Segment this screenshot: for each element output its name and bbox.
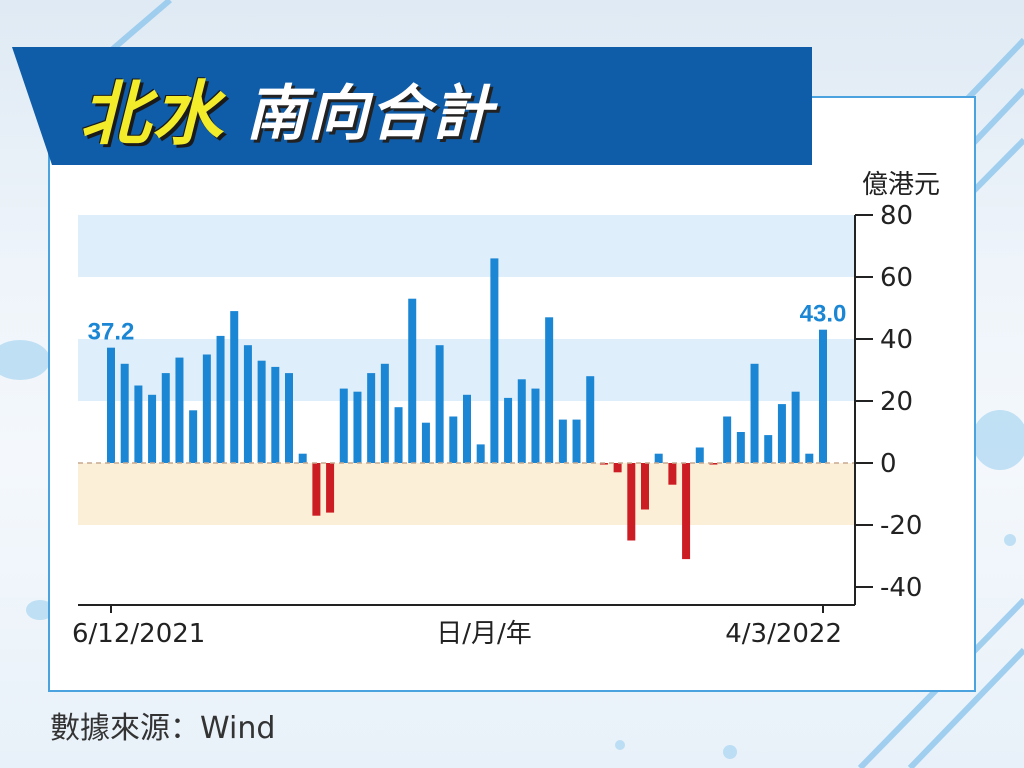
chart-band-0 <box>78 215 855 277</box>
bar-30 <box>517 379 526 463</box>
data-source: 數據來源：Wind <box>50 711 276 746</box>
bar-31 <box>531 388 540 463</box>
chart-band-1 <box>78 339 855 401</box>
bar-36 <box>599 463 608 465</box>
bar-11 <box>257 360 266 463</box>
bar-44 <box>709 463 718 465</box>
bar-17 <box>339 388 348 463</box>
bar-19 <box>367 373 376 463</box>
title-rest: 南向合計 <box>246 78 494 149</box>
bar-9 <box>230 311 239 463</box>
bar-27 <box>476 444 485 463</box>
chart-bars <box>107 258 827 560</box>
bar-32 <box>545 317 554 463</box>
bar-28 <box>490 258 499 463</box>
bar-41 <box>668 463 677 485</box>
chart-band-2 <box>78 463 855 525</box>
bar-24 <box>435 345 444 463</box>
chart-labels: 6/12/2021 4/3/2022 日/月/年 37.2 43.0 <box>72 301 846 649</box>
y-axis-unit: 億港元 <box>862 170 941 200</box>
bar-50 <box>791 391 800 463</box>
bar-49 <box>777 404 786 463</box>
bar-35 <box>586 376 595 463</box>
x-tick-label: 4/3/2022 <box>725 619 842 649</box>
bar-10 <box>243 345 252 463</box>
bar-38 <box>627 463 636 541</box>
bar-8 <box>216 335 225 463</box>
y-tick-label: 20 <box>880 387 913 417</box>
x-axis-title: 日/月/年 <box>436 619 532 649</box>
bar-1 <box>120 363 129 463</box>
y-tick-label: 40 <box>880 325 913 355</box>
bar-21 <box>394 407 403 463</box>
bar-15 <box>312 463 321 516</box>
bar-14 <box>298 453 307 463</box>
data-label: 43.0 <box>800 301 847 328</box>
bar-47 <box>750 363 759 463</box>
bar-48 <box>764 435 773 463</box>
y-tick-label: -40 <box>880 573 922 603</box>
bar-13 <box>285 373 293 463</box>
bar-16 <box>326 463 335 513</box>
chart-title: 北水 南向合計 <box>80 58 494 158</box>
bar-7 <box>202 354 211 463</box>
bar-37 <box>613 463 622 473</box>
x-tick-label: 6/12/2021 <box>72 619 205 649</box>
bar-52 <box>819 329 827 463</box>
bar-6 <box>189 410 198 463</box>
bar-5 <box>175 357 184 463</box>
bar-18 <box>353 391 362 463</box>
bar-20 <box>380 363 389 463</box>
y-tick-label: 80 <box>880 201 913 231</box>
chart-axes: 80 60 40 20 0 -20 -40 <box>78 201 922 613</box>
bar-2 <box>134 385 143 463</box>
bar-39 <box>641 463 649 510</box>
bar-40 <box>654 453 663 463</box>
bar-34 <box>572 419 581 463</box>
y-tick-label: -20 <box>880 511 922 541</box>
bar-29 <box>504 397 513 463</box>
data-label: 37.2 <box>88 319 135 346</box>
bar-3 <box>148 394 157 463</box>
title-highlight: 北水 <box>80 72 224 155</box>
bar-22 <box>408 298 417 463</box>
bar-0 <box>107 347 115 463</box>
bar-23 <box>421 422 430 463</box>
bar-46 <box>736 432 745 463</box>
bar-42 <box>682 463 691 560</box>
bar-4 <box>161 373 170 463</box>
bar-12 <box>271 366 280 463</box>
title-banner <box>12 47 812 165</box>
y-tick-label: 60 <box>880 263 913 293</box>
bar-26 <box>463 394 471 463</box>
bar-25 <box>449 416 458 463</box>
bar-43 <box>695 447 704 463</box>
bar-33 <box>558 419 567 463</box>
y-tick-label: 0 <box>880 449 897 479</box>
bar-51 <box>805 453 814 463</box>
bar-45 <box>723 416 732 463</box>
chart-bands <box>78 215 855 525</box>
